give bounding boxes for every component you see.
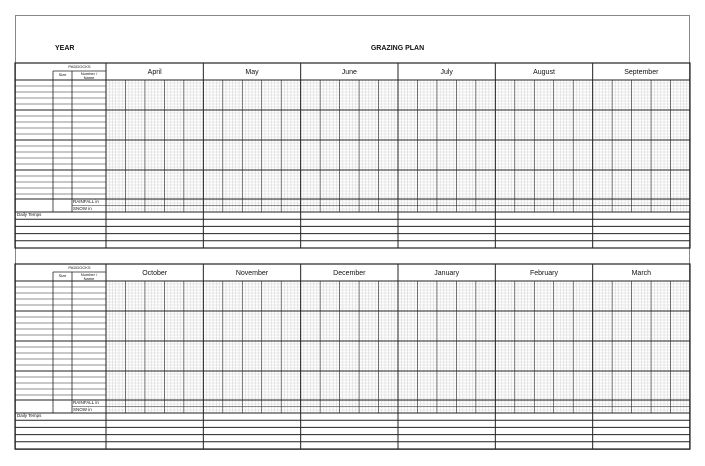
number-name-header: Number /	[80, 272, 98, 277]
number-name-header: Name	[83, 276, 95, 281]
month-header-march: March	[631, 270, 652, 277]
year-label: YEAR	[55, 45, 75, 52]
month-header-november: November	[235, 270, 269, 277]
page-title: GRAZING PLAN	[370, 45, 425, 52]
snow-label: SNOW in	[73, 205, 92, 211]
month-header-december: December	[333, 270, 366, 277]
month-header-february: February	[529, 270, 558, 277]
month-header-july: July	[440, 69, 453, 76]
section-border	[14, 62, 691, 249]
size-header: Size	[58, 72, 67, 77]
month-header-january: January	[434, 270, 460, 277]
snow-label: SNOW in	[73, 406, 92, 412]
month-header-june: June	[341, 69, 357, 76]
size-header: Size	[58, 273, 67, 278]
month-header-august: August	[533, 69, 555, 76]
daily-temps-label: Daily Temps	[17, 212, 42, 217]
month-header-may: May	[245, 69, 259, 76]
month-header-october: October	[142, 270, 168, 277]
number-name-header: Number /	[80, 71, 98, 76]
section-border	[14, 263, 691, 450]
rainfall-label: RAINFALL in	[73, 400, 99, 405]
paddocks-header: PADDOCKS	[68, 64, 91, 69]
month-header-april: April	[147, 69, 162, 76]
number-name-header: Name	[83, 75, 95, 80]
daily-temps-label: Daily Temps	[17, 413, 42, 418]
month-header-september: September	[624, 69, 659, 76]
rainfall-label: RAINFALL in	[73, 199, 99, 204]
paddocks-header: PADDOCKS	[68, 265, 91, 270]
